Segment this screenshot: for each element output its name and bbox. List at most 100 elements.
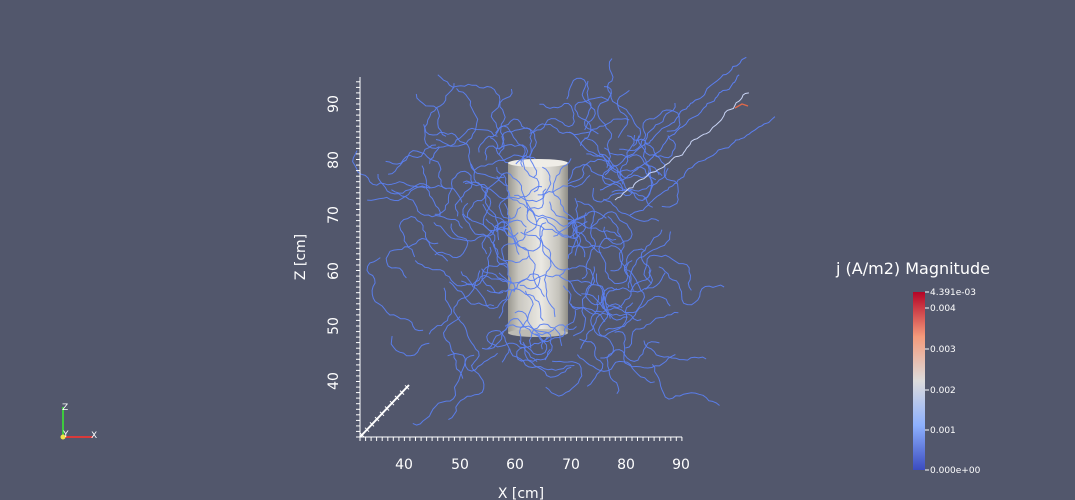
streamline [605, 288, 642, 322]
streamline [562, 285, 606, 323]
streamline [482, 204, 519, 237]
streamline [486, 330, 538, 363]
streamline [470, 163, 543, 200]
streamline [590, 211, 633, 245]
streamline-long [629, 116, 776, 216]
streamline [481, 324, 553, 361]
streamline [412, 354, 475, 426]
legend-tick-label: 0.002 [930, 386, 956, 396]
streamline [552, 158, 582, 256]
streamline [485, 218, 545, 252]
streamline [529, 323, 563, 349]
streamline [498, 288, 544, 321]
streamline [449, 281, 495, 307]
streamline [652, 364, 720, 406]
z-tick-label: 80 [326, 151, 342, 169]
streamline [603, 198, 660, 222]
streamline [464, 182, 499, 255]
streamline [640, 229, 663, 290]
streamline [514, 310, 577, 336]
streamline [498, 89, 513, 150]
streamline [526, 188, 577, 238]
streamline [565, 221, 621, 238]
streamline [619, 109, 681, 151]
streamline [560, 164, 624, 192]
streamline [504, 318, 548, 356]
streamline [604, 269, 645, 331]
streamline [437, 74, 501, 131]
streamline [484, 144, 540, 193]
x-tick-label: 50 [451, 457, 469, 473]
streamline-long [614, 92, 749, 201]
orientation-y-label: Y [62, 430, 69, 440]
streamline [421, 165, 441, 217]
streamline [611, 165, 654, 201]
x-tick-label: 80 [617, 457, 635, 473]
legend-title: j (A/m2) Magnitude [835, 259, 990, 278]
legend-max-label: 4.391e-03 [930, 288, 976, 298]
streamline [385, 238, 449, 279]
streamline [606, 341, 660, 395]
streamline-highlight [734, 103, 749, 109]
streamline [424, 83, 455, 149]
streamline-long [599, 74, 740, 191]
streamline [367, 186, 426, 202]
streamline [481, 262, 509, 294]
x-tick-label: 70 [562, 457, 580, 473]
streamline [581, 293, 671, 314]
streamline [415, 93, 447, 137]
cube-axes [356, 77, 683, 441]
legend-colorbar [913, 292, 925, 470]
orientation-axes-widget[interactable]: Z X Y [60, 403, 98, 441]
streamline [614, 331, 676, 369]
streamline [572, 266, 596, 337]
streamline [461, 213, 530, 264]
streamline [495, 118, 538, 178]
streamline [385, 144, 436, 165]
orientation-x-label: X [91, 431, 97, 441]
streamline [399, 216, 439, 258]
streamline [434, 170, 473, 217]
streamline [366, 257, 424, 332]
streamline [560, 265, 605, 306]
streamline [584, 137, 622, 176]
streamline [519, 290, 534, 345]
streamline [496, 221, 520, 255]
streamline [569, 131, 657, 181]
streamline [377, 173, 463, 229]
streamline [572, 221, 624, 272]
streamline [624, 248, 646, 289]
streamline [570, 303, 623, 313]
x-axis-tick-labels: 40 50 60 70 80 90 [395, 457, 690, 473]
streamline [522, 341, 572, 378]
streamline [443, 316, 464, 379]
x-tick-label: 90 [672, 457, 690, 473]
streamline [567, 158, 610, 185]
streamline [501, 228, 527, 293]
streamline-long [604, 56, 747, 176]
streamline [520, 231, 556, 318]
streamline [577, 354, 655, 384]
streamline [536, 212, 587, 239]
streamline [462, 202, 508, 268]
streamline [566, 77, 596, 131]
streamline [461, 275, 516, 293]
z-tick-label: 70 [326, 206, 342, 224]
streamline [643, 340, 707, 361]
z-tick-label: 50 [326, 317, 342, 335]
streamline [539, 222, 567, 271]
streamline [529, 103, 575, 134]
color-legend: j (A/m2) Magnitude 4.391e-03 0.004 0.003… [835, 259, 990, 476]
streamline [537, 174, 591, 196]
streamline [658, 266, 725, 306]
streamline [553, 210, 607, 237]
streamline [625, 311, 679, 349]
streamline [559, 275, 611, 319]
streamline [532, 118, 630, 136]
streamline [598, 237, 633, 284]
z-tick-label: 60 [326, 262, 342, 280]
streamline [423, 124, 505, 179]
streamline [592, 187, 633, 203]
streamline [498, 127, 532, 165]
